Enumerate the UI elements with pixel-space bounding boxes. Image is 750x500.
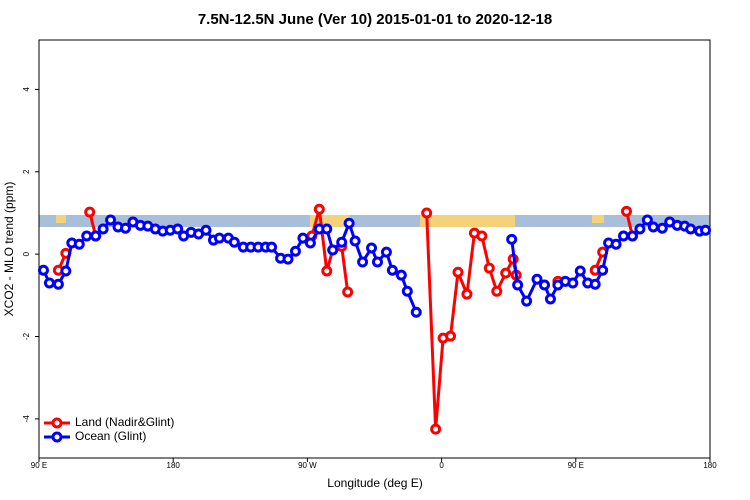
y-tick-label: 0 — [22, 251, 31, 256]
x-tick-label: 90 W — [298, 461, 317, 470]
data-point — [589, 278, 601, 290]
data-point — [73, 238, 85, 250]
x-tick-label: 90 E — [31, 461, 47, 470]
data-point — [172, 223, 184, 235]
data-point — [567, 277, 579, 289]
data-point — [461, 288, 473, 300]
x-tick-label: 90 E — [568, 461, 584, 470]
legend-label: Ocean (Glint) — [75, 429, 146, 443]
data-point — [445, 330, 457, 342]
data-point — [476, 230, 488, 242]
data-point — [700, 224, 712, 236]
x-axis-label: Longitude (deg E) — [327, 476, 422, 490]
data-point — [483, 262, 495, 274]
data-point — [342, 286, 354, 298]
data-point — [410, 306, 422, 318]
data-point — [634, 223, 646, 235]
data-point — [618, 230, 630, 242]
data-point — [521, 295, 533, 307]
data-point — [37, 264, 49, 276]
data-point — [313, 203, 325, 215]
data-point — [349, 235, 361, 247]
data-point — [512, 279, 524, 291]
ocean-strip — [39, 215, 710, 227]
y-tick-label: -4 — [22, 415, 31, 423]
data-point — [357, 256, 369, 268]
x-tick-label: 180 — [703, 461, 717, 470]
y-tick-label: 4 — [22, 87, 31, 92]
plot-frame — [38, 39, 711, 459]
data-point — [491, 285, 503, 297]
legend-marker — [51, 431, 63, 443]
data-point — [421, 207, 433, 219]
land-strip — [56, 215, 66, 223]
data-point — [90, 230, 102, 242]
data-point — [430, 423, 442, 435]
data-point — [500, 267, 512, 279]
data-point — [506, 233, 518, 245]
y-tick-label: -2 — [22, 332, 31, 340]
data-point — [84, 206, 96, 218]
series-line — [425, 212, 518, 430]
data-point — [266, 241, 278, 253]
data-point — [366, 242, 378, 254]
data-point — [289, 245, 301, 257]
legend-marker — [51, 417, 63, 429]
data-point — [641, 214, 653, 226]
legend-label: Land (Nadir&Glint) — [75, 415, 174, 429]
data-point — [97, 223, 109, 235]
data-point — [597, 264, 609, 276]
data-point — [371, 256, 383, 268]
data-point — [685, 223, 697, 235]
data-point — [401, 285, 413, 297]
legend: Land (Nadir&Glint) Ocean (Glint) — [44, 415, 174, 443]
data-point — [626, 230, 638, 242]
data-point — [620, 205, 632, 217]
data-point — [200, 224, 212, 236]
data-point — [336, 236, 348, 248]
data-point — [321, 265, 333, 277]
y-tick-label: 2 — [22, 169, 31, 174]
chart-title: 7.5N-12.5N June (Ver 10) 2015-01-01 to 2… — [198, 11, 552, 28]
data-point — [544, 293, 556, 305]
data-point — [327, 244, 339, 256]
data-point — [380, 246, 392, 258]
data-point — [531, 273, 543, 285]
data-point — [395, 269, 407, 281]
data-point — [452, 266, 464, 278]
data-point — [43, 277, 55, 289]
data-point — [297, 232, 309, 244]
data-point — [321, 223, 333, 235]
data-point — [282, 253, 294, 265]
data-point — [386, 264, 398, 276]
x-tick-label: 0 — [439, 461, 444, 470]
data-point — [656, 222, 668, 234]
data-point — [647, 221, 659, 233]
data-point — [60, 265, 72, 277]
data-point — [105, 214, 117, 226]
x-tick-label: 180 — [167, 461, 181, 470]
data-point — [538, 279, 550, 291]
land-strip — [420, 215, 515, 227]
map-strip — [39, 215, 710, 227]
data-point — [119, 222, 131, 234]
data-point — [52, 278, 64, 290]
data-point — [343, 217, 355, 229]
data-point — [574, 265, 586, 277]
data-point — [304, 237, 316, 249]
data-point — [228, 236, 240, 248]
data-point — [81, 230, 93, 242]
data-point — [213, 232, 225, 244]
land-strip — [592, 215, 604, 223]
data-point — [610, 238, 622, 250]
y-axis-label: XCO2 - MLO trend (ppm) — [2, 182, 16, 317]
